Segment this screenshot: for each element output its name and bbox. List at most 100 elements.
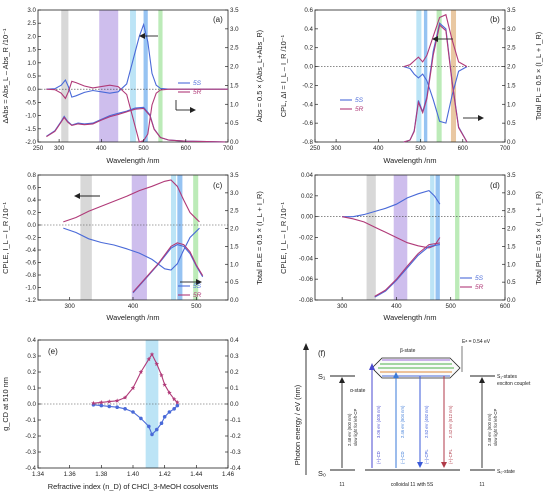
panel-a-ytick-right-label-1: 0.5 — [230, 120, 239, 127]
panel-e-point-5s-3 — [115, 405, 119, 410]
panel-d-ytick-left-label-2: -0.04 — [299, 255, 314, 262]
panel-a-band-0 — [61, 10, 69, 142]
panel-a-ytick-left-label-0: -2.0 — [25, 139, 36, 146]
panel-e-ytick-left-label-2: -0.2 — [25, 433, 36, 440]
panel-a-arrowhead-right — [190, 107, 196, 113]
panel-e-ytick-left-label-3: -0.1 — [25, 417, 36, 424]
panel-d-ytick-left-label-3: -0.02 — [299, 235, 314, 242]
panel-e-ytick-right-label-8: 0.4 — [230, 337, 239, 344]
panel-d-xtick-label-1: 400 — [391, 303, 402, 310]
panel-b-ytick-right-label-1: 0.5 — [507, 120, 516, 127]
panel-a-ytick-left-label-8: 2.0 — [27, 33, 36, 40]
panel-d-ytick-left-label-1: -0.06 — [299, 276, 314, 283]
panel-b-ytick-left-label-5: 0.2 — [304, 45, 313, 52]
panel-e-point-5r-9 — [154, 361, 160, 366]
panel-c-ytick-left-label-4: -0.4 — [25, 247, 36, 254]
panel-c-label: (c) — [213, 181, 223, 190]
panel-d-ticks: 300 400 500 600-0.08-0.06-0.04-0.020.000.02… — [299, 172, 516, 310]
panel-f-ylabel: Photon energy / eV (nm) — [293, 385, 302, 466]
panel-c-ytick-right-label-3: 1.5 — [230, 243, 239, 250]
panel-a-ytick-left-label-4: 0.0 — [27, 86, 36, 93]
panel-d-band-0 — [366, 175, 376, 300]
panel-c-ticks: 300 400 500 -1.2 -1.0 -0.8 -0.6 -0.4 -0.2 0.0 0.2 0… — [25, 172, 239, 310]
panel-d-ytick-right-label-5: 2.5 — [507, 208, 516, 215]
panel-c-ytick-right-label-5: 2.5 — [230, 208, 239, 215]
panel-b-legend-5r: 5R — [355, 106, 364, 113]
panel-c-ytick-right-label-1: 0.5 — [230, 279, 239, 286]
panel-e-ytick-right-label-4: 0.0 — [230, 401, 239, 408]
panel-e-ytick-right-label-7: 0.3 — [230, 353, 239, 360]
panel-e-ytick-left-label-1: -0.3 — [25, 449, 36, 456]
panel-d-series-5s-left-0 — [342, 189, 441, 218]
panel-e-ytick-right-label-3: -0.1 — [230, 417, 241, 424]
panel-f-s0-state: S₀-state — [497, 469, 515, 475]
panel-f-s1-label: S₁ — [318, 372, 326, 381]
panel-b-band-2 — [436, 10, 442, 142]
panel-e-ytick-left-label-6: 0.2 — [27, 369, 36, 376]
panel-f-s1-states: S₁-states — [497, 374, 518, 380]
panel-a-series-5r-right-3 — [46, 107, 229, 143]
panel-f-cd-arrowhead — [369, 363, 375, 370]
panel-e-point-5s-10 — [159, 421, 164, 426]
panel-d-ylabel-right: Total PLE = 0.5 × (I_L + I_R) — [534, 191, 543, 285]
panel-c-series-5r-left-1 — [63, 179, 200, 223]
panel-b-ytick-right-label-6: 3.0 — [507, 26, 516, 33]
panel-f-left-arrow-label: 2.48 eV (500 nm) — [347, 413, 352, 446]
panel-e-point-5r-10 — [159, 372, 164, 378]
panel-c-band-4 — [193, 175, 199, 300]
panel-d-bands — [366, 175, 460, 300]
panel-e-point-5r-12 — [167, 390, 172, 395]
panel-e-series-5s-left-0 — [93, 404, 178, 436]
panel-a-ytick-left-label-10: 3.0 — [27, 7, 36, 14]
panel-f-right-arrowhead — [479, 377, 485, 383]
panel-d-xlabel: Wavelength /nm — [383, 313, 436, 322]
panel-a-xtick-label-0: 250 — [33, 145, 44, 152]
panel-d-legend-5r: 5R — [475, 284, 484, 291]
panel-f-cd2-label: (–)-CD — [400, 451, 405, 464]
panel-a-label: (a) — [213, 15, 223, 24]
panel-e-point-5r-6 — [138, 369, 144, 374]
panel-c-ytick-right-label-7: 3.5 — [230, 172, 239, 179]
panel-f-right-arrow-sub: slow light for left-CP — [493, 409, 498, 446]
panel-a-ytick-right-label-3: 1.5 — [230, 82, 239, 89]
panel-d-series — [341, 189, 441, 298]
panel-b-arrowhead-left — [432, 36, 438, 42]
panel-b-band-3 — [450, 10, 457, 142]
panel-e-ytick-left-label-5: 0.1 — [27, 385, 36, 392]
panel-a-series-5s-left-0 — [46, 22, 228, 98]
panel-a-ytick-left-label-9: 2.5 — [27, 20, 36, 27]
panel-c-ytick-right-label-0: 0.0 — [230, 297, 239, 304]
panel-e-series — [91, 352, 180, 437]
panel-f-cpl1-label: (–)-CPL — [424, 449, 429, 464]
panel-d-band-1 — [393, 175, 408, 300]
panel-e-point-5r-1 — [99, 400, 104, 405]
panel-a-band-1 — [99, 10, 119, 142]
panel-d-series-5r-right-3 — [374, 242, 440, 297]
panel-d-series-5s-right-2 — [374, 244, 440, 298]
panel-a-ytick-left-label-3: -0.5 — [25, 99, 36, 106]
panel-c-xtick-label-2: 500 — [191, 303, 202, 310]
panel-c-series-5r-right-3 — [132, 242, 204, 293]
panel-d-xtick-label-2: 500 — [446, 303, 457, 310]
panel-b-ylabel-left: CPL, ΔI = I_L – I_R /10⁻¹ — [279, 34, 288, 117]
panel-c-ytick-right-label-6: 3.0 — [230, 190, 239, 197]
panel-c-xtick-label-1: 400 — [128, 303, 139, 310]
panel-b-ytick-right-label-0: 0.0 — [507, 139, 516, 146]
panel-d-legend: 5S 5R — [460, 275, 484, 291]
panel-e-ytick-right-label-6: 0.2 — [230, 369, 239, 376]
panel-b-ytick-left-label-4: 0.0 — [304, 64, 313, 71]
panel-a-xtick-label-5: 700 — [223, 145, 234, 152]
panel-e-ytick-right-label-2: -0.2 — [230, 433, 241, 440]
panel-f-alpha-state: α-state — [350, 388, 366, 394]
panel-c-ytick-left-label-9: 0.6 — [27, 185, 36, 192]
panel-b-xtick-label-5: 700 — [500, 145, 511, 152]
panel-c-ytick-left-label-3: -0.6 — [25, 260, 36, 267]
panel-a-ytick-right-label-4: 2.0 — [230, 64, 239, 71]
panel-c-series — [63, 179, 204, 294]
panel-a-ylabel-right: Abs = 0.5 × (Abs_L+Abs_R) — [255, 30, 264, 122]
panel-e-point-5r-2 — [106, 399, 112, 404]
panel-e-point-5s-1 — [99, 403, 104, 408]
panel-e-xtick-label-5: 1.44 — [190, 471, 203, 478]
panel-a-legend-5r: 5R — [193, 89, 202, 96]
panel-c-band-2 — [171, 175, 177, 300]
